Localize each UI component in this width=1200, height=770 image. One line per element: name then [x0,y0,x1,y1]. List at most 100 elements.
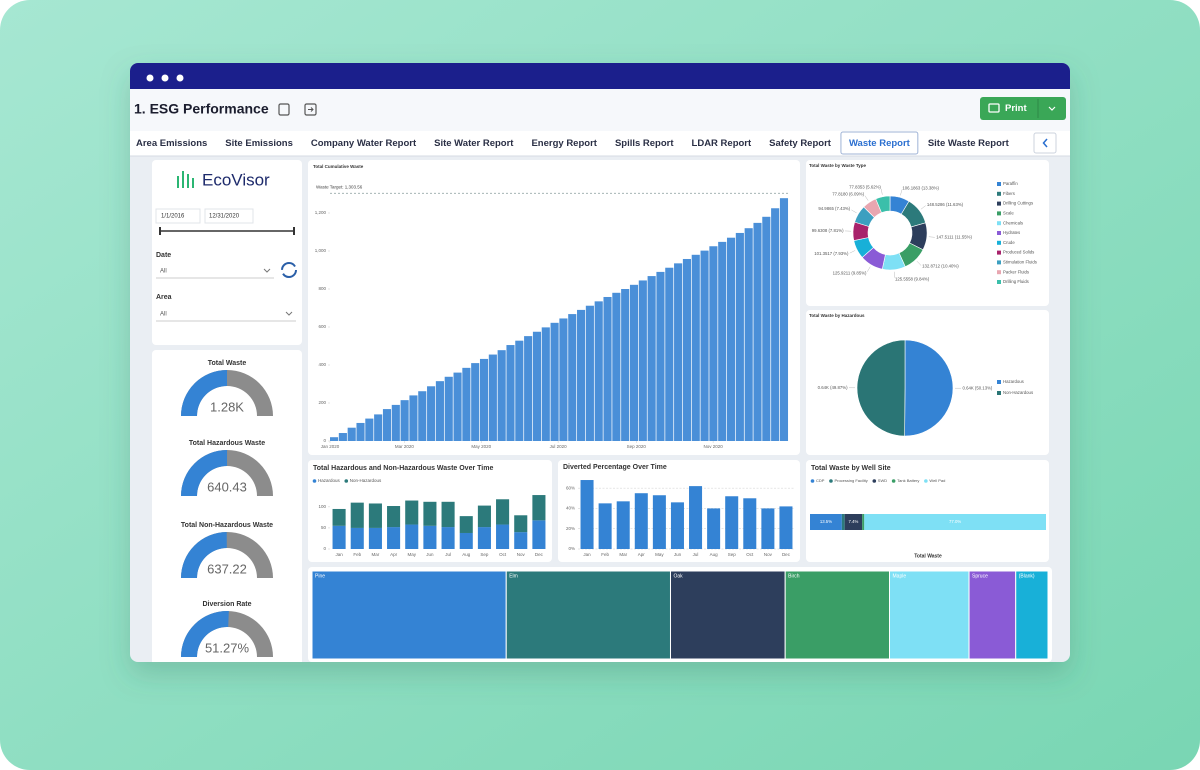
bar [471,363,480,441]
refresh-icon[interactable] [281,262,297,278]
bar [594,301,603,441]
tab[interactable]: Area Emissions [136,138,207,149]
legend-label: Processing Facility [834,478,867,483]
tile-label: Pine [315,573,325,579]
tab[interactable]: Spills Report [615,138,674,149]
y-tick-label: 800 [318,286,326,291]
bar-segment [332,525,346,549]
x-tick-label: Jun [674,552,682,557]
bar [568,314,577,441]
bar-segment [864,514,1046,530]
y-tick-label: 1,200 [315,210,327,215]
dropdown-chevron[interactable] [1048,106,1056,111]
tile-label: Spruce [972,573,988,579]
y-tick-label: 0% [568,546,575,551]
filter-panel [152,160,302,345]
data-label: 125.5558 (9.84%) [895,276,930,281]
logo-mark [187,174,189,188]
print-label[interactable]: Print [1005,103,1027,114]
bar [665,267,674,441]
legend-label: Hazardous [318,478,341,483]
data-label: 147.5111 (11.55%) [936,235,972,240]
date-dropdown[interactable]: All [160,269,167,275]
bar-segment [405,500,419,525]
legend-label: Chemicals [1003,220,1023,225]
tab-scroll-button[interactable] [1033,132,1057,154]
tab[interactable]: Safety Report [769,138,832,149]
bar [488,354,497,441]
tab[interactable]: Site Emissions [225,138,293,149]
bar [689,486,703,549]
tab[interactable]: Waste Report [849,138,911,149]
bar [559,318,568,441]
y-tick-label: 400 [318,362,326,367]
x-tick-label: Sep 2020 [627,444,647,449]
bar [515,340,524,441]
x-tick-label: Apr [638,552,646,557]
tab[interactable]: Site Water Report [434,138,514,149]
legend-label: Hydrates [1003,230,1020,235]
y-tick-label: 40% [566,506,575,511]
x-tick-label: Sep [480,552,489,557]
tab-scroll-chevron [1042,138,1048,148]
area-dropdown[interactable]: All [160,312,167,318]
legend-label: Well Pad [929,478,945,483]
tile-label: Maple [893,573,907,579]
tab[interactable]: Company Water Report [311,138,417,149]
slider-handle[interactable] [159,227,161,235]
active-tab-box [840,131,919,155]
kpi-title: Total Waste [208,360,247,367]
bar [709,246,718,441]
x-tick-label: Jun [426,552,434,557]
treemap-tile [1015,570,1049,660]
tab[interactable]: Site Waste Report [928,138,1010,149]
date-to[interactable]: 12/31/2020 [209,214,240,220]
data-label: 106.1863 (13.38%) [902,185,939,190]
date-to-box[interactable] [204,208,254,224]
x-tick-label: Jul [693,552,699,557]
tab[interactable]: LDAR Report [692,138,752,149]
legend-swatch [997,250,1001,255]
slider-handle[interactable] [293,227,295,235]
print-button[interactable] [980,97,1066,120]
date-from-box[interactable] [155,208,201,224]
bar-segment [459,516,473,533]
x-tick-label: May [407,552,416,557]
treemap-tile [669,570,786,660]
dropdown-chevron[interactable] [285,311,293,316]
logo-text: EcoVisor [202,170,270,189]
legend-swatch [312,479,317,483]
data-label: 7.4% [849,519,859,524]
dropdown-chevron[interactable] [263,268,271,273]
bar [761,508,775,549]
x-tick-label: Feb [353,552,361,557]
bar-segment [477,505,491,528]
note-icon[interactable] [278,103,290,116]
tile-label: Oak [673,573,683,579]
x-tick-label: Jan 2020 [321,444,340,449]
tile-label: Elm [509,573,518,579]
bar-segment [459,532,473,549]
date-from[interactable]: 1/1/2016 [161,214,185,220]
tab[interactable]: Energy Report [531,138,597,149]
legend-swatch [997,240,1001,245]
legend-label: Hazardous [1003,379,1024,384]
bar [603,296,612,441]
treemap-tile [968,570,1017,660]
export-icon[interactable] [304,103,317,116]
bar [726,237,736,441]
legend-swatch [997,211,1001,216]
y-tick-label: 600 [318,324,326,329]
x-tick-label: Nov [517,552,526,557]
kpi-value: 637.22 [207,561,247,576]
legend-label: Tank Battery [897,478,919,483]
bar-segment [532,495,546,521]
bar [744,228,753,441]
legend-label: SWD [878,478,887,483]
chart-title: Total Waste by Well Site [811,465,891,472]
kpi-value: 1.28K [210,399,244,414]
window-dot [176,74,184,82]
leader-line [880,188,883,195]
bar [612,292,621,441]
kpi-value: 51.27% [205,640,250,655]
